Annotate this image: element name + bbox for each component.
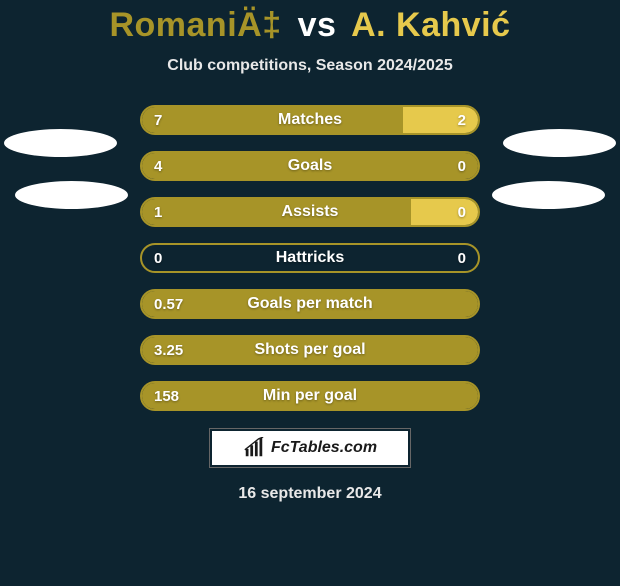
stat-label: Min per goal bbox=[263, 387, 357, 405]
stats-container: 7 Matches 2 4 Goals 0 1 Assists 0 0 Hattricks 0 0.57… bbox=[140, 105, 480, 411]
stat-label: Shots per goal bbox=[254, 341, 365, 359]
stat-value-player1: 158 bbox=[154, 388, 179, 405]
stat-fill-player2 bbox=[403, 107, 478, 133]
decor-ellipse-left-1 bbox=[4, 129, 117, 157]
stat-value-player2: 0 bbox=[458, 204, 466, 221]
date-text: 16 september 2024 bbox=[0, 485, 620, 503]
watermark: FcTables.com bbox=[210, 429, 410, 467]
decor-ellipse-left-2 bbox=[15, 181, 128, 209]
stat-row: 0.57 Goals per match bbox=[140, 289, 480, 319]
stat-fill-player1 bbox=[142, 199, 411, 225]
chart-bars-icon bbox=[243, 437, 265, 459]
stat-value-player1: 7 bbox=[154, 112, 162, 129]
stat-row: 3.25 Shots per goal bbox=[140, 335, 480, 365]
stat-value-player2: 0 bbox=[458, 158, 466, 175]
stat-value-player2: 0 bbox=[458, 250, 466, 267]
stat-fill-player2 bbox=[411, 199, 478, 225]
vs-text: vs bbox=[298, 6, 337, 44]
stat-label: Goals per match bbox=[247, 295, 372, 313]
stat-value-player1: 0 bbox=[154, 250, 162, 267]
stat-row: 158 Min per goal bbox=[140, 381, 480, 411]
stat-value-player1: 1 bbox=[154, 204, 162, 221]
stat-value-player1: 0.57 bbox=[154, 296, 183, 313]
comparison-title: RomaniÄ‡ vs A. Kahvić bbox=[0, 6, 620, 45]
stat-label: Matches bbox=[278, 111, 342, 129]
stat-row: 0 Hattricks 0 bbox=[140, 243, 480, 273]
stat-row: 7 Matches 2 bbox=[140, 105, 480, 135]
stat-value-player1: 4 bbox=[154, 158, 162, 175]
stat-label: Assists bbox=[282, 203, 339, 221]
stat-label: Goals bbox=[288, 157, 332, 175]
player2-name: A. Kahvić bbox=[351, 6, 510, 44]
player1-name: RomaniÄ‡ bbox=[109, 6, 281, 44]
subtitle: Club competitions, Season 2024/2025 bbox=[0, 57, 620, 75]
decor-ellipse-right-1 bbox=[503, 129, 616, 157]
stat-value-player2: 2 bbox=[458, 112, 466, 129]
stat-row: 4 Goals 0 bbox=[140, 151, 480, 181]
stat-value-player1: 3.25 bbox=[154, 342, 183, 359]
decor-ellipse-right-2 bbox=[492, 181, 605, 209]
stat-row: 1 Assists 0 bbox=[140, 197, 480, 227]
watermark-text: FcTables.com bbox=[271, 439, 377, 457]
stat-label: Hattricks bbox=[276, 249, 344, 267]
stat-fill-player1 bbox=[142, 107, 403, 133]
